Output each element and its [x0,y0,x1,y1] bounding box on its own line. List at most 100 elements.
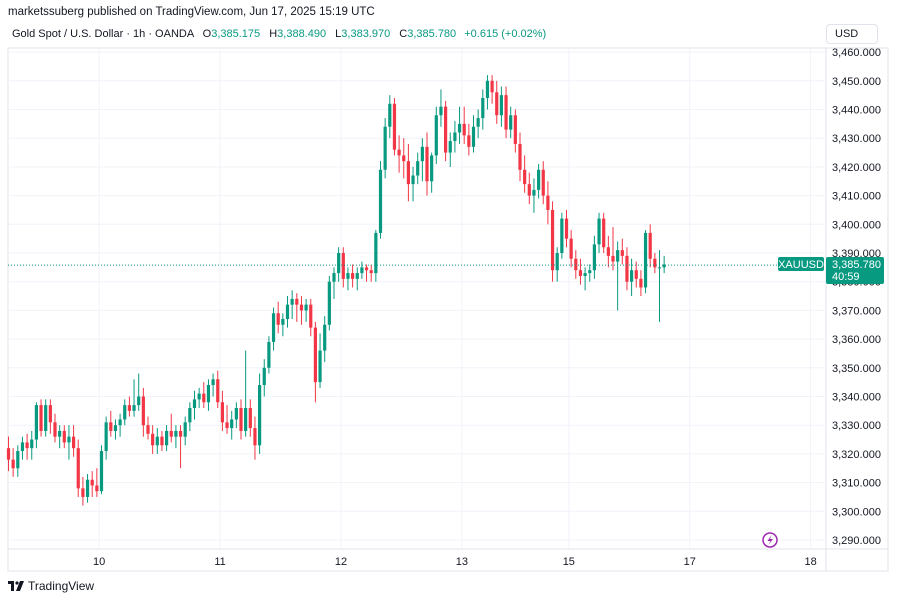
candle [123,399,127,426]
candle [188,402,192,431]
candle-body [141,396,145,426]
brand-name: TradingView [28,579,95,593]
lightning-icon[interactable] [762,532,778,548]
candle [192,390,197,420]
candle-body [392,103,397,150]
candle-body [285,304,290,320]
y-tick-label: 3,320.000 [832,449,881,461]
candle-body [337,253,341,274]
candle-body [546,195,550,210]
candle-body [62,430,66,443]
candle [132,379,136,417]
candle-body [448,141,452,153]
candle [141,387,145,437]
candle [160,430,164,452]
candle [555,247,559,282]
candle-body [95,485,99,492]
candle-body [369,270,373,274]
candle-body [374,232,378,274]
candle-body [485,80,490,99]
candle-body [239,407,243,431]
candle-body [434,115,438,156]
candle [174,425,178,449]
candle [434,106,438,165]
candle [244,350,248,437]
candle [118,413,122,437]
candle [62,425,66,449]
candle-body [602,218,606,248]
y-tick-label: 3,350.000 [832,363,881,375]
candle [44,399,48,437]
y-tick-label: 3,330.000 [832,420,881,432]
candle [178,425,183,469]
candle-body [509,115,513,130]
candle [6,436,11,472]
candle [383,118,387,179]
candle-body [48,405,52,423]
candle-body [137,396,141,406]
candle [99,445,104,495]
candle [11,448,15,477]
candle [411,166,415,202]
symbol-title[interactable]: Gold Spot / U.S. Dollar · 1h · OANDA [12,28,194,40]
candle-countdown: 40:59 [832,271,860,283]
candle [127,396,131,417]
last-price-tag [826,257,884,284]
candle-body [309,304,313,328]
candle [165,425,169,452]
candle-body [616,250,620,262]
candle-body [513,115,517,144]
candle [662,255,666,274]
candle [634,261,638,288]
candle [239,399,243,440]
candle [527,172,531,205]
currency-button[interactable]: USD [826,24,878,44]
candle-body [406,161,410,185]
price-axis[interactable]: 3,290.000 3,300.000 3,310.000 3,320.000 3,33… [832,47,881,547]
candles-layer [6,75,666,506]
candle-body [569,238,573,259]
candle-body [67,436,71,443]
candle [34,402,38,449]
candle [471,115,476,153]
candle [67,425,71,460]
candle [276,301,280,334]
candle-body [99,451,104,492]
candle [602,212,606,253]
candle-body [20,442,25,452]
candle [532,178,536,213]
candle-body [444,106,448,153]
candle-body [271,313,276,342]
candle-body [532,189,536,196]
candle-body [332,273,336,282]
candle-body [206,385,211,403]
candle [374,230,378,282]
candle [313,321,317,403]
candle-body [216,379,220,403]
change-value: +0.615 (+0.02%) [464,28,547,40]
candle [397,135,401,173]
tradingview-logo[interactable]: TradingView [8,579,94,593]
candle [351,264,355,288]
candle-body [564,218,569,239]
open-value: 3,385.175 [211,28,261,40]
candle-body [30,439,34,449]
candle-body [499,95,503,116]
candle-body [402,155,406,162]
y-tick-label: 3,420.000 [832,162,881,174]
candle [467,123,471,156]
candle [625,247,629,291]
candle [290,290,294,320]
y-tick-label: 3,360.000 [832,334,881,346]
candle-body [44,405,48,431]
candle-body [388,103,392,127]
x-tick-label: 15 [563,556,575,568]
candle [113,419,118,440]
y-tick-label: 3,460.000 [832,47,881,59]
symbol-legend: Gold Spot / U.S. Dollar · 1h · OANDA O3,… [12,28,546,40]
candle [234,402,238,429]
candle-body [295,298,299,305]
time-axis[interactable]: 10 11 12 13 15 17 18 [93,556,817,568]
candle-body [174,430,178,437]
